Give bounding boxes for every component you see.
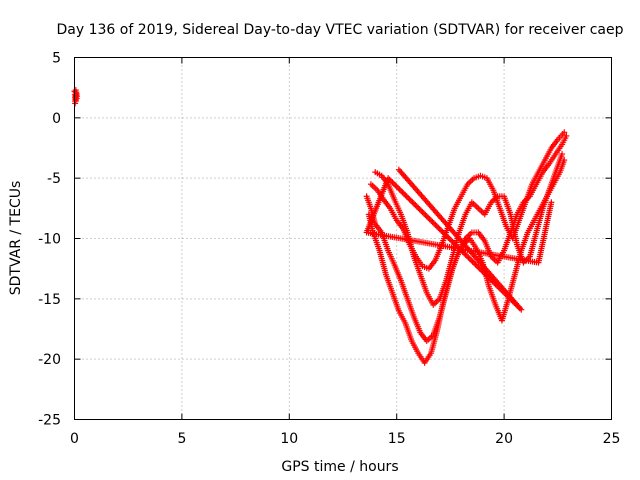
data-point [409, 199, 416, 206]
data-point [559, 151, 566, 158]
data-point [420, 210, 427, 217]
data-point [412, 202, 419, 209]
data-point [400, 190, 407, 197]
y-tick-label: 0 [52, 111, 61, 127]
data-point [74, 93, 81, 100]
data-point [395, 185, 402, 192]
axis-ticks: 0 5 10 15 20 25 5 0 -5 -10 -15 -20 -25 [38, 51, 620, 448]
data-point [399, 189, 406, 196]
y-tick-label: 5 [52, 51, 61, 67]
data-point [392, 182, 399, 189]
data-point [416, 206, 423, 213]
data-point [435, 224, 442, 231]
x-tick-label: 15 [388, 431, 406, 447]
data-point [415, 204, 422, 211]
data-point [393, 183, 400, 190]
y-tick-label: -5 [47, 171, 61, 187]
y-tick-label: -20 [38, 352, 61, 368]
data-point [426, 216, 433, 223]
y-tick-label: -15 [38, 292, 61, 308]
data-point [402, 192, 409, 199]
data-point [563, 132, 570, 139]
x-tick-label: 0 [70, 431, 79, 447]
data-point [425, 214, 432, 221]
data-point [405, 194, 412, 201]
data-point [410, 200, 417, 207]
y-tick-label: -25 [38, 413, 61, 429]
data-point [408, 197, 415, 204]
data-point [403, 193, 410, 200]
data-point [433, 223, 440, 230]
data-point [418, 207, 425, 214]
x-axis-label: GPS time / hours [281, 459, 398, 475]
x-tick-label: 10 [280, 431, 298, 447]
data-point [463, 252, 470, 259]
chart-title: Day 136 of 2019, Sidereal Day-to-day VTE… [57, 22, 624, 38]
x-tick-label: 20 [495, 431, 513, 447]
data-point [561, 129, 568, 136]
x-tick-label: 25 [603, 431, 621, 447]
grid [74, 57, 612, 420]
y-tick-label: -10 [38, 232, 61, 248]
data-point [419, 209, 426, 216]
data-point [448, 237, 455, 244]
data-points [71, 87, 570, 366]
data-point [430, 220, 437, 227]
data-point [406, 196, 413, 203]
y-axis-label: SDTVAR / TECUs [8, 181, 24, 296]
data-point [548, 199, 555, 206]
data-point [396, 186, 403, 193]
data-point [436, 226, 443, 233]
data-point [432, 221, 439, 228]
data-point [423, 213, 430, 220]
data-point [422, 211, 429, 218]
data-point [413, 203, 420, 210]
data-point [428, 217, 435, 224]
data-point [397, 187, 404, 194]
data-point [429, 219, 436, 226]
x-tick-label: 5 [177, 431, 186, 447]
